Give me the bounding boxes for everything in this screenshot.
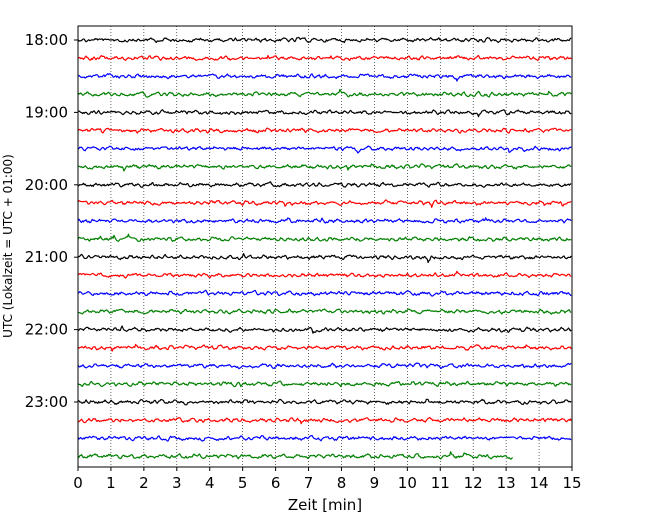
x-tick-label-11: 11 bbox=[431, 474, 450, 492]
trace-2300 bbox=[78, 398, 572, 406]
trace-2330 bbox=[77, 434, 572, 442]
x-tick-label-9: 9 bbox=[370, 474, 380, 492]
x-tick-label-14: 14 bbox=[530, 474, 549, 492]
trace-1915 bbox=[77, 127, 572, 134]
x-tick-label-5: 5 bbox=[238, 474, 248, 492]
y-tick-label-0: 18:00 bbox=[25, 31, 68, 49]
x-tick-label-0: 0 bbox=[73, 474, 83, 492]
trace-1945 bbox=[77, 163, 572, 172]
trace-2000 bbox=[77, 181, 572, 188]
trace-1930 bbox=[77, 145, 572, 154]
trace-2200 bbox=[77, 325, 572, 334]
x-tick-label-10: 10 bbox=[398, 474, 417, 492]
trace-2345 bbox=[77, 451, 514, 460]
trace-1800 bbox=[77, 36, 572, 44]
trace-2115 bbox=[77, 270, 572, 279]
y-tick-label-5: 23:00 bbox=[25, 393, 68, 411]
x-tick-label-4: 4 bbox=[205, 474, 215, 492]
trace-2100 bbox=[77, 253, 572, 264]
trace-1845 bbox=[77, 88, 572, 98]
x-tick-label-2: 2 bbox=[139, 474, 149, 492]
plot-frame bbox=[77, 25, 573, 468]
trace-1830 bbox=[77, 73, 572, 82]
x-tick-label-1: 1 bbox=[106, 474, 116, 492]
trace-2245 bbox=[77, 380, 572, 388]
x-axis-ticks: 0 1 2 3 4 5 6 7 8 9 10 11 12 13 14 15 bbox=[73, 467, 582, 492]
y-tick-label-1: 19:00 bbox=[25, 103, 68, 121]
trace-1815 bbox=[77, 54, 572, 62]
trace-2130 bbox=[77, 289, 572, 297]
x-tick-label-7: 7 bbox=[304, 474, 314, 492]
trace-2015 bbox=[77, 199, 572, 208]
seismogram-traces bbox=[77, 36, 572, 460]
x-tick-label-8: 8 bbox=[337, 474, 347, 492]
y-axis-ticks: 18:00 19:00 20:00 21:00 22:00 23:00 bbox=[25, 31, 78, 411]
trace-1900 bbox=[77, 109, 572, 118]
trace-2230 bbox=[77, 362, 572, 370]
x-tick-label-12: 12 bbox=[464, 474, 483, 492]
x-tick-label-15: 15 bbox=[562, 474, 581, 492]
x-tick-label-6: 6 bbox=[271, 474, 281, 492]
y-tick-label-3: 21:00 bbox=[25, 248, 68, 266]
trace-2215 bbox=[77, 343, 572, 352]
y-axis-label: UTC (Lokalzeit = UTC + 01:00) bbox=[1, 154, 15, 338]
y-tick-label-2: 20:00 bbox=[25, 176, 68, 194]
y-tick-label-4: 22:00 bbox=[25, 321, 68, 339]
x-tick-label-3: 3 bbox=[172, 474, 182, 492]
x-axis-label: Zeit [min] bbox=[288, 496, 362, 514]
trace-2045 bbox=[77, 233, 572, 242]
trace-2315 bbox=[77, 416, 572, 425]
x-tick-label-13: 13 bbox=[497, 474, 516, 492]
trace-2030 bbox=[77, 217, 572, 224]
trace-2145 bbox=[77, 308, 572, 315]
